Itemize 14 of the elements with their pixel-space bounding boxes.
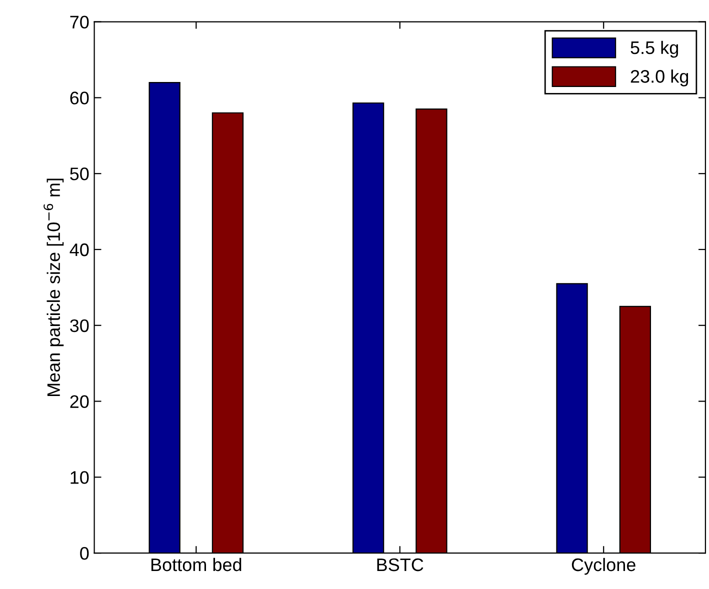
x-tick-label: BSTC	[377, 558, 424, 572]
y-tick-label: 60	[70, 92, 89, 104]
x-tick-label: Cyclone	[572, 558, 636, 575]
y-tick-label: 0	[80, 547, 89, 560]
y-tick-label: 30	[70, 319, 89, 332]
y-axis-title: Mean particle size [10$^{−6}$ m]	[44, 178, 64, 396]
y-tick-label: 20	[70, 395, 89, 408]
y-tick-label: 70	[70, 16, 89, 29]
y-tick-label: 50	[70, 168, 89, 180]
y-tick-label: 10	[70, 471, 89, 484]
y-tick-label: 40	[70, 243, 89, 256]
x-tick-label: Bottom bed	[151, 558, 242, 572]
legend-label: 23.0 kg	[630, 70, 688, 86]
legend-label: 5.5 kg	[630, 40, 678, 58]
